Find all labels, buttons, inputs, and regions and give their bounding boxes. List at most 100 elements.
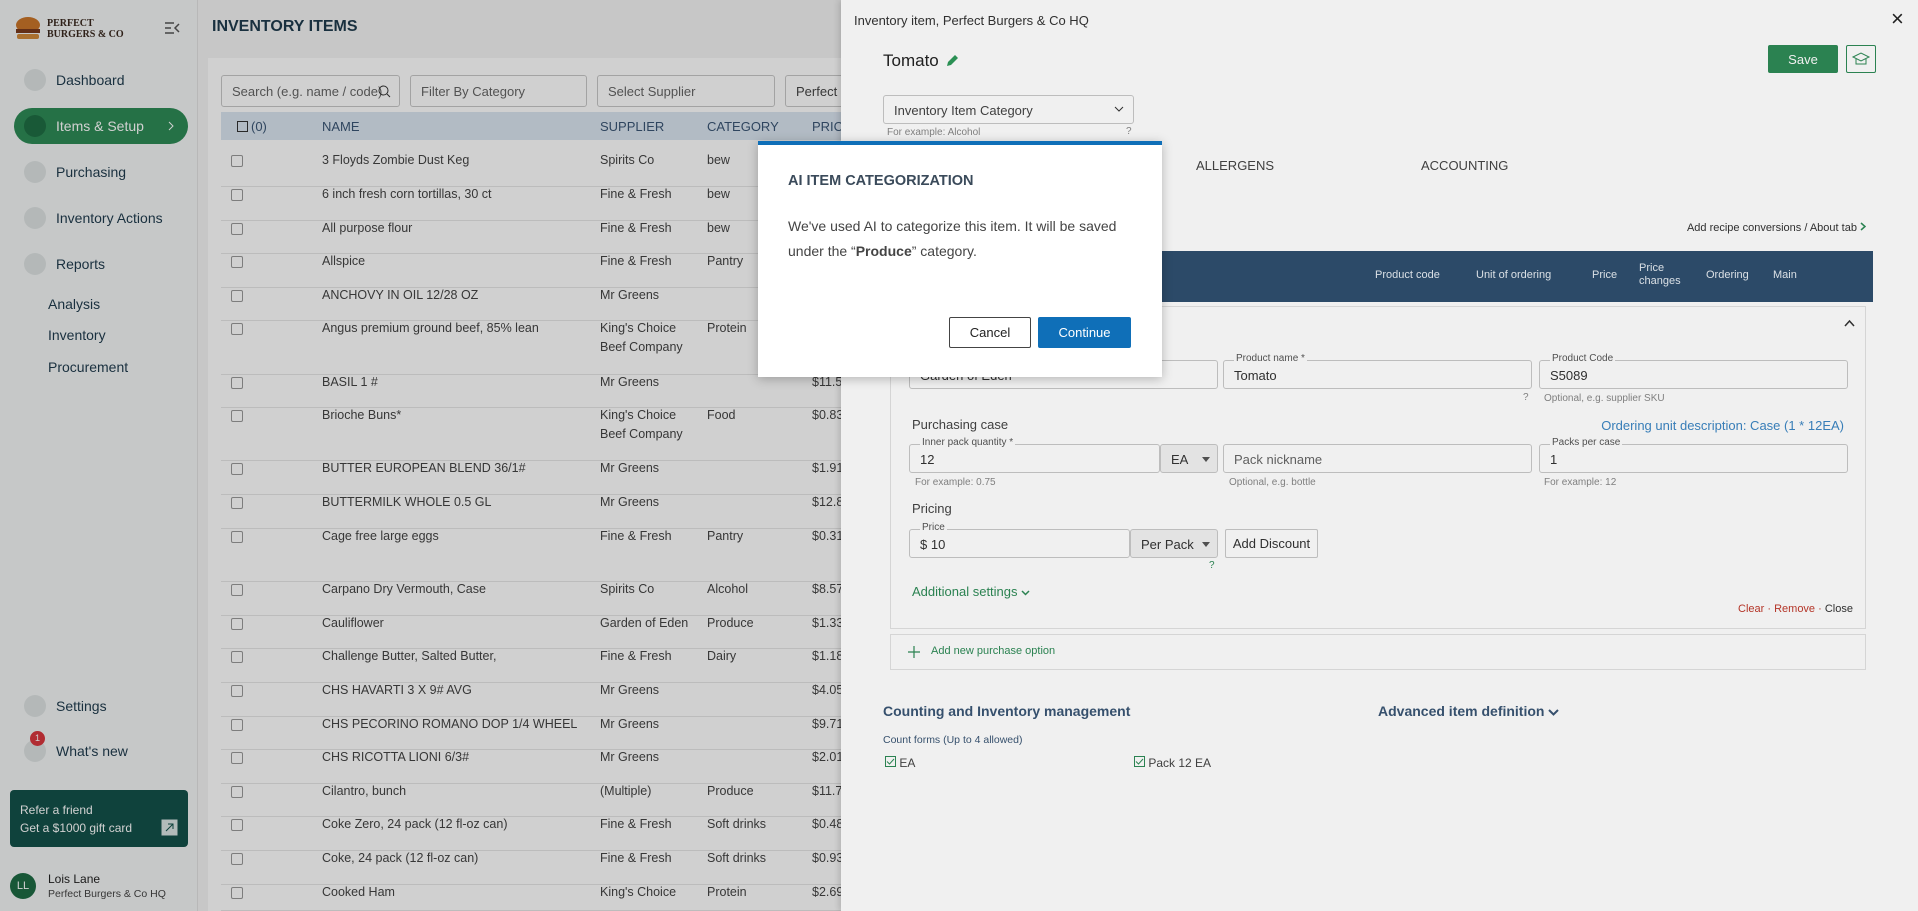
item-name[interactable]: All purpose flour bbox=[322, 221, 413, 235]
recipe-link[interactable]: Add recipe conversions / About tab bbox=[1621, 222, 1867, 234]
item-name[interactable]: Angus premium ground beef, 85% lean bbox=[322, 321, 539, 335]
currency: $ bbox=[920, 537, 928, 552]
nav-item[interactable]: What's new bbox=[14, 733, 188, 769]
add-option-row[interactable] bbox=[890, 634, 1866, 670]
subnav-item[interactable]: Procurement bbox=[48, 359, 129, 375]
subnav-item[interactable]: Analysis bbox=[48, 296, 101, 312]
checkbox[interactable] bbox=[231, 189, 243, 201]
collapse-button[interactable] bbox=[164, 21, 180, 35]
item-name[interactable]: Brioche Buns* bbox=[322, 408, 402, 422]
nav-label: Purchasing bbox=[56, 164, 127, 180]
cancel-button[interactable]: Cancel bbox=[949, 317, 1031, 348]
packs-input[interactable]: 1 bbox=[1539, 444, 1848, 473]
item-name[interactable]: BUTTER EUROPEAN BLEND 36/1# bbox=[322, 461, 526, 475]
nickname-input[interactable]: Pack nickname bbox=[1223, 444, 1532, 473]
item-name[interactable]: Cage free large eggs bbox=[322, 529, 439, 543]
checkbox[interactable] bbox=[231, 618, 243, 630]
checkbox[interactable] bbox=[231, 887, 243, 899]
item-name[interactable]: Cauliflower bbox=[322, 616, 384, 630]
item-name[interactable]: Cilantro, bunch bbox=[322, 784, 407, 798]
checkbox[interactable] bbox=[231, 256, 243, 268]
item-name[interactable]: Coke Zero, 24 pack (12 fl-oz can) bbox=[322, 817, 508, 831]
item-name[interactable]: BASIL 1 # bbox=[322, 375, 378, 389]
item-name[interactable]: Cooked Ham bbox=[322, 885, 395, 899]
item-name[interactable]: 3 Floyds Zombie Dust Keg bbox=[322, 153, 470, 167]
nav-item[interactable]: Settings bbox=[14, 688, 188, 724]
help-mark: ? bbox=[1523, 392, 1529, 403]
checkbox[interactable] bbox=[231, 752, 243, 764]
nav-item[interactable]: Inventory Actions bbox=[14, 200, 188, 236]
price: $1.91 bbox=[812, 461, 844, 475]
nav-item[interactable]: Dashboard bbox=[14, 62, 188, 98]
column-header[interactable]: CATEGORY bbox=[707, 119, 779, 134]
item-name[interactable]: CHS RICOTTA LIONI 6/3# bbox=[322, 750, 470, 764]
item-name[interactable]: Challenge Butter, Salted Butter, bbox=[322, 649, 497, 663]
checkbox[interactable] bbox=[1134, 756, 1145, 767]
column-header[interactable]: SUPPLIER bbox=[600, 119, 665, 134]
price-input[interactable]: $ 10 bbox=[909, 529, 1130, 558]
category-filter[interactable]: Filter By Category bbox=[410, 75, 587, 107]
close-button[interactable]: × bbox=[1891, 6, 1904, 31]
unit-select[interactable]: EA bbox=[1160, 444, 1218, 473]
section-label: Pricing bbox=[912, 501, 952, 516]
checkbox[interactable] bbox=[231, 497, 243, 509]
edit-icon[interactable] bbox=[945, 54, 959, 68]
collapse-icon[interactable] bbox=[1844, 319, 1855, 327]
add-discount-button[interactable]: Add Discount bbox=[1225, 529, 1318, 558]
checkbox[interactable] bbox=[231, 786, 243, 798]
select-all[interactable]: (0) bbox=[237, 119, 267, 134]
save-button[interactable]: Save bbox=[1768, 45, 1838, 73]
search-input[interactable]: Search (e.g. name / code) bbox=[221, 75, 400, 107]
supplier-filter[interactable]: Select Supplier bbox=[597, 75, 775, 107]
item-name[interactable]: ANCHOVY IN OIL 12/28 OZ bbox=[322, 288, 479, 302]
tab[interactable]: ACCOUNTING bbox=[1421, 158, 1509, 173]
checkbox[interactable] bbox=[231, 651, 243, 663]
checkbox[interactable] bbox=[231, 410, 243, 422]
remove-link[interactable]: Remove bbox=[1774, 603, 1816, 615]
nav-item[interactable]: Purchasing bbox=[14, 154, 188, 190]
product-name-input[interactable]: Tomato bbox=[1223, 360, 1532, 389]
product-code-input[interactable]: S5089 bbox=[1539, 360, 1848, 389]
nav-item[interactable]: Reports bbox=[14, 246, 188, 282]
add-option-link[interactable]: Add new purchase option bbox=[931, 645, 1056, 657]
item-name[interactable]: Coke, 24 pack (12 fl-oz can) bbox=[322, 851, 479, 865]
checkbox[interactable] bbox=[231, 377, 243, 389]
nav-label: Dashboard bbox=[56, 72, 125, 88]
item-name[interactable]: CHS HAVARTI 3 X 9# AVG bbox=[322, 683, 472, 697]
column-header[interactable]: NAME bbox=[322, 119, 360, 134]
checkbox[interactable] bbox=[231, 719, 243, 731]
count-form[interactable]: Pack 12 EA bbox=[1134, 756, 1211, 770]
checkbox[interactable] bbox=[231, 584, 243, 596]
item-name[interactable]: CHS PECORINO ROMANO DOP 1/4 WHEEL bbox=[322, 717, 578, 731]
nav-item[interactable]: Items & Setup bbox=[14, 108, 188, 144]
checkbox[interactable] bbox=[231, 290, 243, 302]
advanced-link[interactable]: Advanced item definition bbox=[1378, 703, 1560, 719]
inner-pack-input[interactable]: 12 bbox=[909, 444, 1160, 473]
checkbox[interactable] bbox=[885, 756, 896, 767]
category-select[interactable]: Inventory Item Category bbox=[883, 95, 1134, 124]
close-link[interactable]: Close bbox=[1824, 603, 1853, 615]
checkbox[interactable] bbox=[237, 121, 248, 132]
item-name[interactable]: Carpano Dry Vermouth, Case bbox=[322, 582, 486, 596]
item-name[interactable]: 6 inch fresh corn tortillas, 30 ct bbox=[322, 187, 492, 201]
count-form[interactable]: EA bbox=[885, 756, 915, 770]
column-header: (0) bbox=[251, 119, 267, 134]
item-name[interactable]: Allspice bbox=[322, 254, 366, 268]
checkbox[interactable] bbox=[231, 853, 243, 865]
referral-card[interactable]: Refer a friend Get a $1000 gift card bbox=[10, 790, 188, 847]
clear-link[interactable]: Clear bbox=[1738, 603, 1765, 615]
icon-button[interactable] bbox=[1846, 45, 1876, 73]
checkbox[interactable] bbox=[231, 531, 243, 543]
checkbox[interactable] bbox=[231, 323, 243, 335]
tab[interactable]: ALLERGENS bbox=[1196, 158, 1275, 173]
continue-button[interactable]: Continue bbox=[1038, 317, 1131, 348]
item-name[interactable]: BUTTERMILK WHOLE 0.5 GL bbox=[322, 495, 492, 509]
additional-settings[interactable]: Additional settings bbox=[912, 584, 1030, 599]
checkbox[interactable] bbox=[231, 223, 243, 235]
checkbox[interactable] bbox=[231, 463, 243, 475]
subnav-item[interactable]: Inventory bbox=[48, 327, 106, 343]
checkbox[interactable] bbox=[231, 819, 243, 831]
checkbox[interactable] bbox=[231, 685, 243, 697]
price-unit-select[interactable]: Per Pack bbox=[1130, 529, 1218, 558]
checkbox[interactable] bbox=[231, 155, 243, 167]
